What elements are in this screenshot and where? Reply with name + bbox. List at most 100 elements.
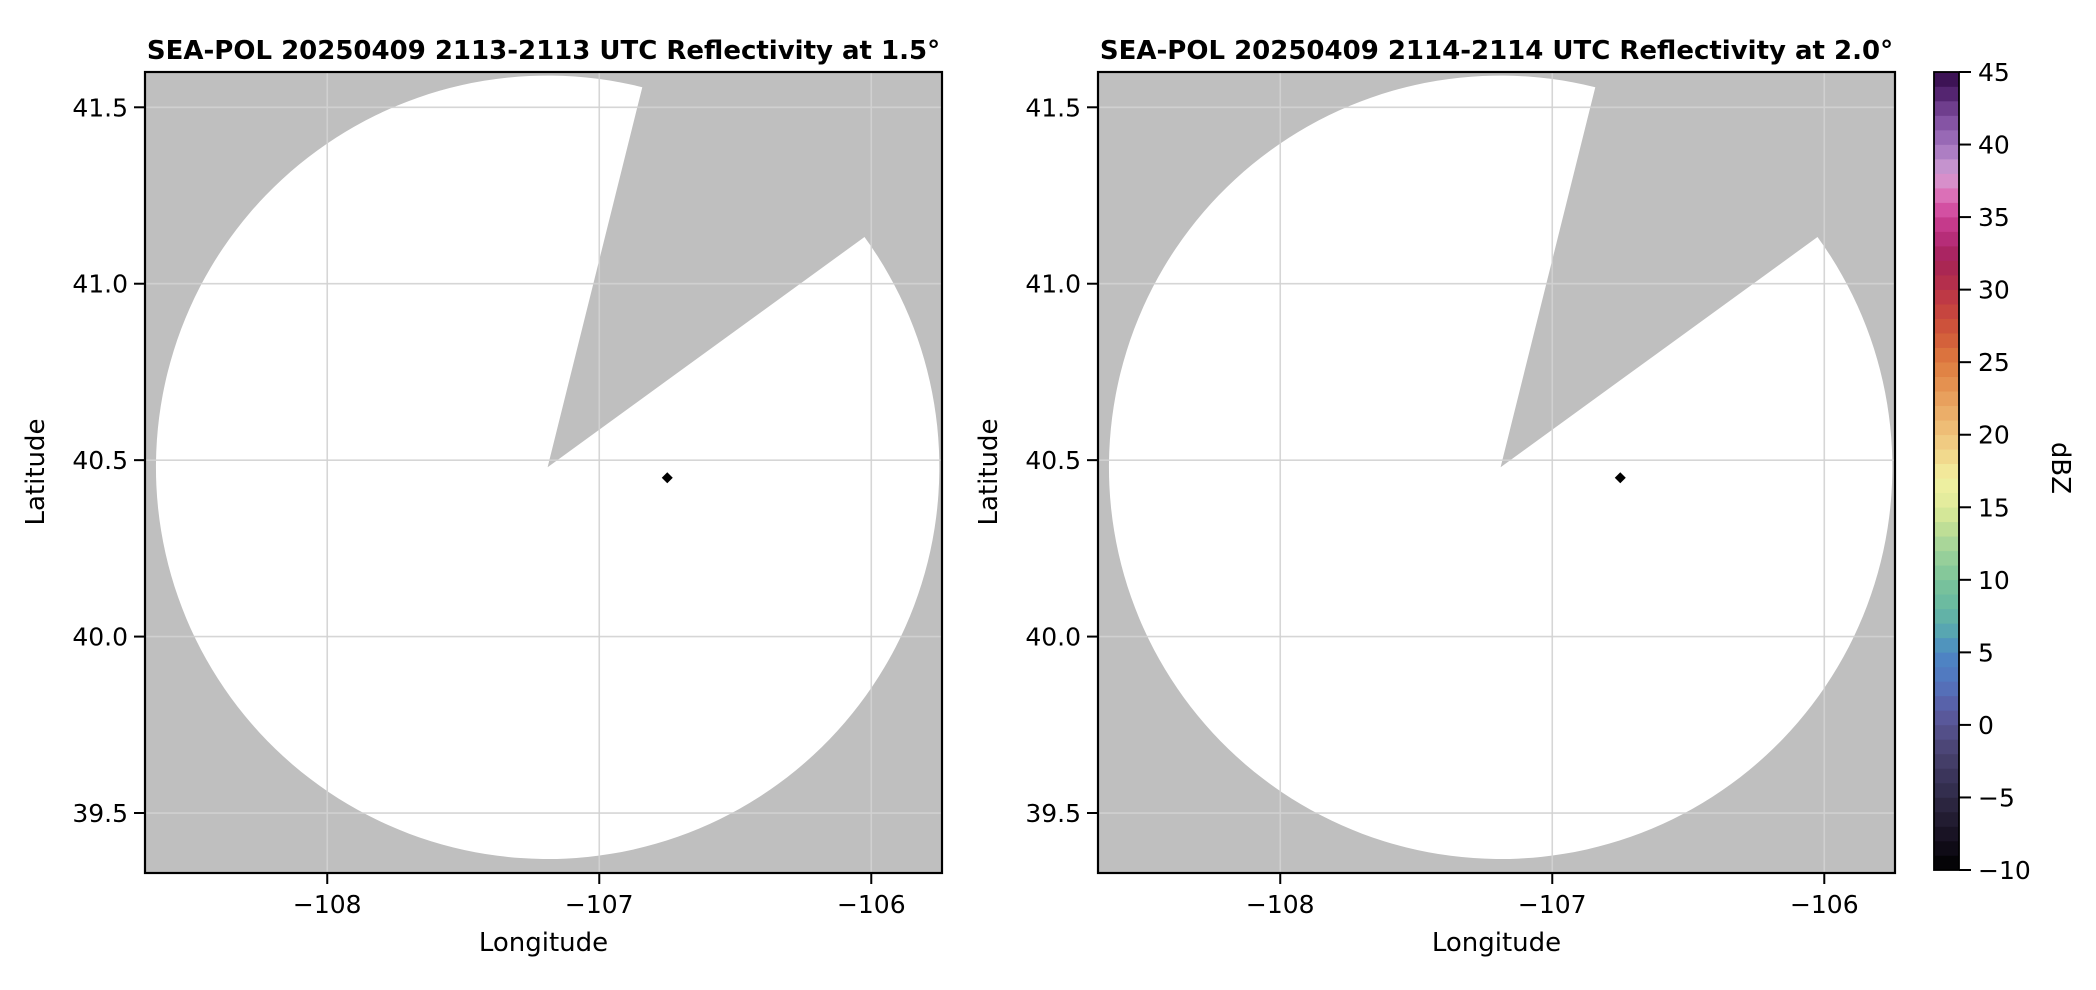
x-tick-label: −106 (837, 890, 906, 919)
colorbar-segment (1934, 797, 1959, 813)
colorbar-segment (1934, 840, 1959, 856)
y-tick-label: 41.0 (72, 270, 128, 299)
colorbar-segment (1934, 768, 1959, 784)
colorbar-segment (1934, 419, 1959, 436)
y-tick-label: 39.5 (1025, 799, 1081, 828)
x-tick-label: −107 (565, 890, 634, 919)
colorbar-tick-label: 10 (1978, 566, 2010, 595)
colorbar-segment (1934, 405, 1959, 421)
colorbar-segment (1934, 463, 1959, 479)
colorbar-tick-label: 35 (1978, 203, 2010, 232)
colorbar-segment (1934, 710, 1959, 726)
colorbar-segment (1934, 303, 1959, 319)
colorbar-segment (1934, 434, 1959, 450)
colorbar-segment (1934, 129, 1959, 145)
colorbar-segment (1934, 390, 1959, 407)
site-marker (661, 472, 673, 484)
colorbar-segment (1934, 506, 1959, 523)
radar-panel: −108 −107 −106 39.5 40.0 40.5 41.0 41.5 (72, 70, 944, 919)
colorbar-segment (1934, 115, 1959, 131)
radar-coverage-area (155, 75, 940, 859)
x-tick-label: −108 (1246, 890, 1315, 919)
colorbar-tick-label: 20 (1978, 421, 2010, 450)
colorbar-segment (1934, 594, 1959, 610)
colorbar-segment (1934, 86, 1959, 102)
colorbar-segment (1934, 202, 1959, 218)
colorbar-segment (1934, 521, 1959, 537)
radar-coverage-area (1108, 75, 1893, 859)
colorbar-segment (1934, 144, 1959, 160)
radar-panel: −108 −107 −106 39.5 40.0 40.5 41.0 41.5 (1025, 70, 1897, 919)
colorbar-segment (1934, 376, 1959, 392)
colorbar-tick-label: 25 (1978, 348, 2010, 377)
colorbar-tick-label: 0 (1978, 711, 1994, 740)
colorbar-segment (1934, 100, 1959, 116)
colorbar-segment (1934, 535, 1959, 552)
colorbar-segment (1934, 260, 1959, 276)
colorbar-segment (1934, 318, 1959, 334)
colorbar-tick-label: −10 (1978, 856, 2031, 885)
panel-2-title: SEA-POL 20250409 2114-2114 UTC Reflectiv… (1100, 36, 1893, 66)
colorbar-segment (1934, 652, 1959, 668)
colorbar-segment (1934, 637, 1959, 653)
colorbar-segment (1934, 724, 1959, 740)
colorbar: 45 40 35 30 25 20 15 10 5 0 −5 −10 (1933, 58, 2031, 885)
colorbar-segment (1934, 158, 1959, 174)
colorbar-segment (1934, 695, 1959, 711)
panel-border (143, 70, 944, 875)
y-tick-label: 40.5 (72, 446, 128, 475)
colorbar-segment (1934, 855, 1959, 871)
colorbar-segment (1934, 216, 1959, 232)
colorbar-segment (1934, 579, 1959, 595)
y-tick-label: 41.5 (72, 93, 128, 122)
site-marker (1614, 472, 1626, 484)
colorbar-segment (1934, 448, 1959, 465)
panel-1-yaxis-label: Latitude (21, 418, 51, 525)
colorbar-segment (1934, 623, 1959, 639)
x-tick-label: −106 (1790, 890, 1859, 919)
y-tick-label: 39.5 (72, 799, 128, 828)
colorbar-tick-label: 5 (1978, 638, 1994, 667)
colorbar-segment (1934, 187, 1959, 203)
panel-2-xaxis-label: Longitude (1432, 928, 1561, 958)
colorbar-segment (1934, 71, 1959, 87)
y-tick-label: 41.5 (1025, 93, 1081, 122)
x-tick-label: −107 (1518, 890, 1587, 919)
panel-2-yaxis-label: Latitude (974, 418, 1004, 525)
colorbar-segment (1934, 289, 1959, 305)
colorbar-segment (1934, 753, 1959, 769)
colorbar-segment (1934, 332, 1959, 348)
panel-1-title: SEA-POL 20250409 2113-2113 UTC Reflectiv… (147, 36, 940, 66)
colorbar-tick-label: 45 (1978, 58, 2010, 87)
panel-1-xaxis-label: Longitude (479, 928, 608, 958)
colorbar-segment (1934, 666, 1959, 682)
colorbar-segment (1934, 782, 1959, 798)
colorbar-segment (1934, 274, 1959, 290)
y-tick-label: 41.0 (1025, 270, 1081, 299)
colorbar-segment (1934, 739, 1959, 755)
y-tick-label: 40.5 (1025, 446, 1081, 475)
colorbar-segment (1934, 361, 1959, 377)
colorbar-segment (1934, 608, 1959, 624)
x-tick-label: −108 (293, 890, 362, 919)
colorbar-outline (1933, 71, 1960, 871)
panel-border (1096, 70, 1897, 875)
colorbar-tick-label: 15 (1978, 493, 2010, 522)
y-tick-label: 40.0 (1025, 623, 1081, 652)
colorbar-tick-label: −5 (1978, 783, 2015, 812)
colorbar-segment (1934, 492, 1959, 508)
colorbar-tick-label: 30 (1978, 276, 2010, 305)
colorbar-segment (1934, 173, 1959, 189)
colorbar-segment (1934, 811, 1959, 827)
colorbar-segment (1934, 347, 1959, 363)
colorbar-segment (1934, 550, 1959, 566)
colorbar-tick-label: 40 (1978, 131, 2010, 160)
colorbar-label: dBZ (2045, 442, 2075, 494)
colorbar-segment (1934, 826, 1959, 842)
colorbar-segment (1934, 477, 1959, 494)
colorbar-segment (1934, 231, 1959, 247)
colorbar-segment (1934, 681, 1959, 697)
y-tick-label: 40.0 (72, 623, 128, 652)
